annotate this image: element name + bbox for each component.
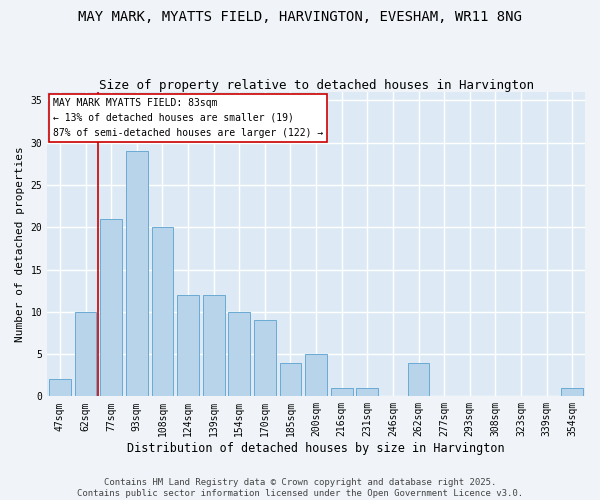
Y-axis label: Number of detached properties: Number of detached properties	[15, 146, 25, 342]
Title: Size of property relative to detached houses in Harvington: Size of property relative to detached ho…	[98, 79, 533, 92]
Text: MAY MARK MYATTS FIELD: 83sqm
← 13% of detached houses are smaller (19)
87% of se: MAY MARK MYATTS FIELD: 83sqm ← 13% of de…	[53, 98, 323, 138]
Bar	[177, 295, 199, 396]
Bar	[74, 312, 97, 396]
Text: MAY MARK, MYATTS FIELD, HARVINGTON, EVESHAM, WR11 8NG: MAY MARK, MYATTS FIELD, HARVINGTON, EVES…	[78, 10, 522, 24]
Bar	[331, 388, 353, 396]
Bar	[49, 380, 71, 396]
Bar	[203, 295, 224, 396]
Bar	[407, 362, 430, 396]
Bar	[562, 388, 583, 396]
Bar	[280, 362, 301, 396]
X-axis label: Distribution of detached houses by size in Harvington: Distribution of detached houses by size …	[127, 442, 505, 455]
Bar	[152, 228, 173, 396]
Bar	[305, 354, 327, 397]
Bar	[356, 388, 378, 396]
Text: Contains HM Land Registry data © Crown copyright and database right 2025.
Contai: Contains HM Land Registry data © Crown c…	[77, 478, 523, 498]
Bar	[229, 312, 250, 396]
Bar	[254, 320, 276, 396]
Bar	[126, 151, 148, 396]
Bar	[100, 219, 122, 396]
